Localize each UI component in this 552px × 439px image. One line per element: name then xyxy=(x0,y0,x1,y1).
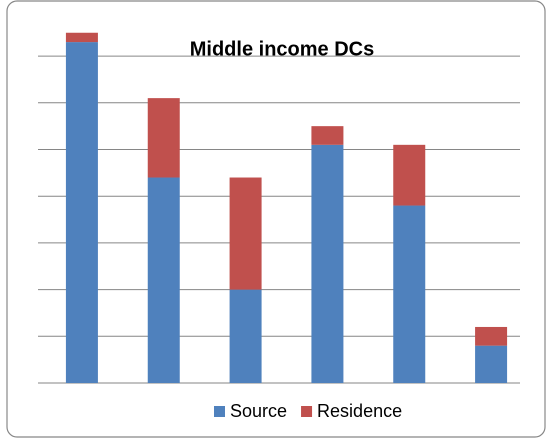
legend-label: Residence xyxy=(317,401,402,421)
bar-segment xyxy=(393,205,426,383)
bar-segment xyxy=(147,98,180,178)
bar-segment xyxy=(229,177,262,290)
bar-segment xyxy=(393,144,426,206)
bar-segment xyxy=(475,326,508,346)
bar-segment xyxy=(311,144,344,383)
bar-segment xyxy=(229,289,262,383)
legend-label: Source xyxy=(230,401,287,421)
legend-swatch xyxy=(214,406,225,417)
bar-segment xyxy=(65,42,98,384)
bar-segment xyxy=(147,177,180,383)
bar-segment xyxy=(311,126,344,145)
legend: Source Residence xyxy=(214,401,402,421)
bar-segment xyxy=(475,345,508,383)
chart-title: Middle income DCs xyxy=(190,38,374,60)
bar-segment xyxy=(65,32,98,43)
legend-swatch xyxy=(301,406,313,417)
plot-area xyxy=(38,32,520,384)
